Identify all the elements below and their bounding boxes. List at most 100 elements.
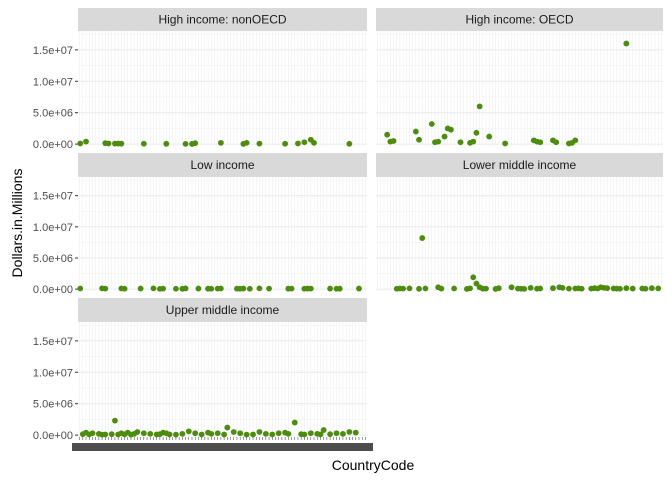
data-point: [208, 285, 215, 292]
data-point: [192, 140, 199, 147]
y-tick-label: 5.0e+06: [33, 253, 73, 265]
data-point: [412, 128, 419, 135]
data-point: [173, 431, 179, 438]
data-point: [559, 284, 566, 291]
data-point: [108, 431, 115, 438]
data-point: [400, 285, 407, 292]
facet-panel: Upper middle income 0.0e+00 5.0e+06 1.0e+07…: [33, 298, 373, 451]
data-point: [137, 285, 144, 292]
y-tick-label: 0.0e+00: [33, 139, 73, 151]
data-point: [214, 430, 221, 437]
x-axis-title: CountryCode: [332, 457, 415, 473]
data-point: [224, 424, 231, 431]
data-point: [147, 430, 154, 437]
data-point: [250, 431, 256, 438]
data-point: [160, 285, 166, 292]
y-tick-label: 0.0e+00: [33, 430, 73, 442]
data-point: [275, 430, 282, 437]
data-point: [356, 285, 362, 292]
data-point: [467, 285, 473, 292]
data-point: [163, 140, 170, 147]
data-point: [327, 431, 333, 438]
y-tick-label: 0.0e+00: [33, 284, 73, 296]
data-point: [121, 285, 128, 292]
data-point: [521, 285, 528, 292]
data-point: [102, 431, 109, 438]
data-point: [150, 285, 157, 292]
data-point: [438, 285, 445, 292]
data-point: [140, 140, 147, 147]
data-point: [336, 285, 343, 292]
data-point: [266, 285, 272, 292]
data-point: [182, 285, 189, 292]
facet-strip-label: Lower middle income: [463, 158, 577, 172]
data-point: [537, 139, 544, 146]
data-point: [118, 140, 125, 147]
data-point: [217, 285, 224, 292]
data-point: [307, 285, 314, 292]
data-point: [346, 429, 353, 435]
y-axis-title: Dollars.in.Millions: [9, 169, 25, 278]
data-point: [553, 139, 560, 146]
data-point: [483, 285, 489, 292]
y-tick-label: 1.0e+07: [33, 367, 73, 379]
data-point: [572, 137, 579, 144]
data-point: [198, 431, 205, 438]
data-point: [295, 140, 301, 147]
data-point: [246, 285, 253, 292]
data-point: [134, 429, 141, 435]
data-point: [476, 103, 483, 110]
data-point: [451, 285, 458, 292]
data-point: [140, 430, 147, 437]
data-point: [384, 131, 391, 138]
data-point: [262, 430, 269, 437]
data-point: [617, 285, 623, 292]
data-point: [182, 140, 189, 147]
data-point: [642, 285, 649, 292]
data-point: [256, 140, 263, 147]
data-point: [340, 430, 346, 437]
data-point: [291, 419, 298, 426]
data-point: [77, 140, 84, 147]
y-tick-label: 5.0e+06: [33, 108, 73, 120]
y-tick-label: 1.5e+07: [33, 336, 73, 348]
data-point: [166, 431, 173, 438]
data-point: [655, 285, 662, 292]
data-point: [102, 285, 109, 292]
data-point: [282, 140, 289, 147]
data-point: [288, 285, 295, 292]
data-point: [435, 138, 442, 145]
data-point: [240, 285, 247, 292]
data-point: [502, 140, 509, 147]
facet-panel: High income: OECD: [376, 8, 663, 147]
data-point: [256, 285, 263, 292]
data-point: [195, 285, 202, 292]
data-point: [237, 430, 244, 437]
data-point: [105, 140, 112, 147]
data-point: [256, 429, 263, 435]
data-point: [89, 430, 96, 437]
data-point: [457, 139, 464, 146]
data-point: [285, 430, 292, 437]
data-point: [221, 431, 228, 438]
data-point: [416, 136, 422, 143]
data-point: [578, 285, 585, 292]
facet-strip-label: Upper middle income: [166, 303, 280, 317]
data-point: [441, 133, 448, 140]
data-point: [419, 235, 426, 241]
data-point: [327, 285, 333, 292]
data-point: [112, 417, 118, 424]
data-point: [623, 285, 630, 292]
data-point: [243, 431, 250, 438]
data-point: [269, 431, 276, 438]
data-point: [486, 133, 493, 140]
y-tick-label: 1.0e+07: [33, 222, 73, 234]
data-point: [448, 126, 454, 133]
x-tick-labels-overlapped: [72, 443, 373, 451]
data-point: [311, 139, 317, 146]
data-point: [301, 431, 308, 438]
data-point: [623, 40, 630, 47]
data-point: [473, 129, 480, 136]
data-point: [406, 285, 413, 292]
